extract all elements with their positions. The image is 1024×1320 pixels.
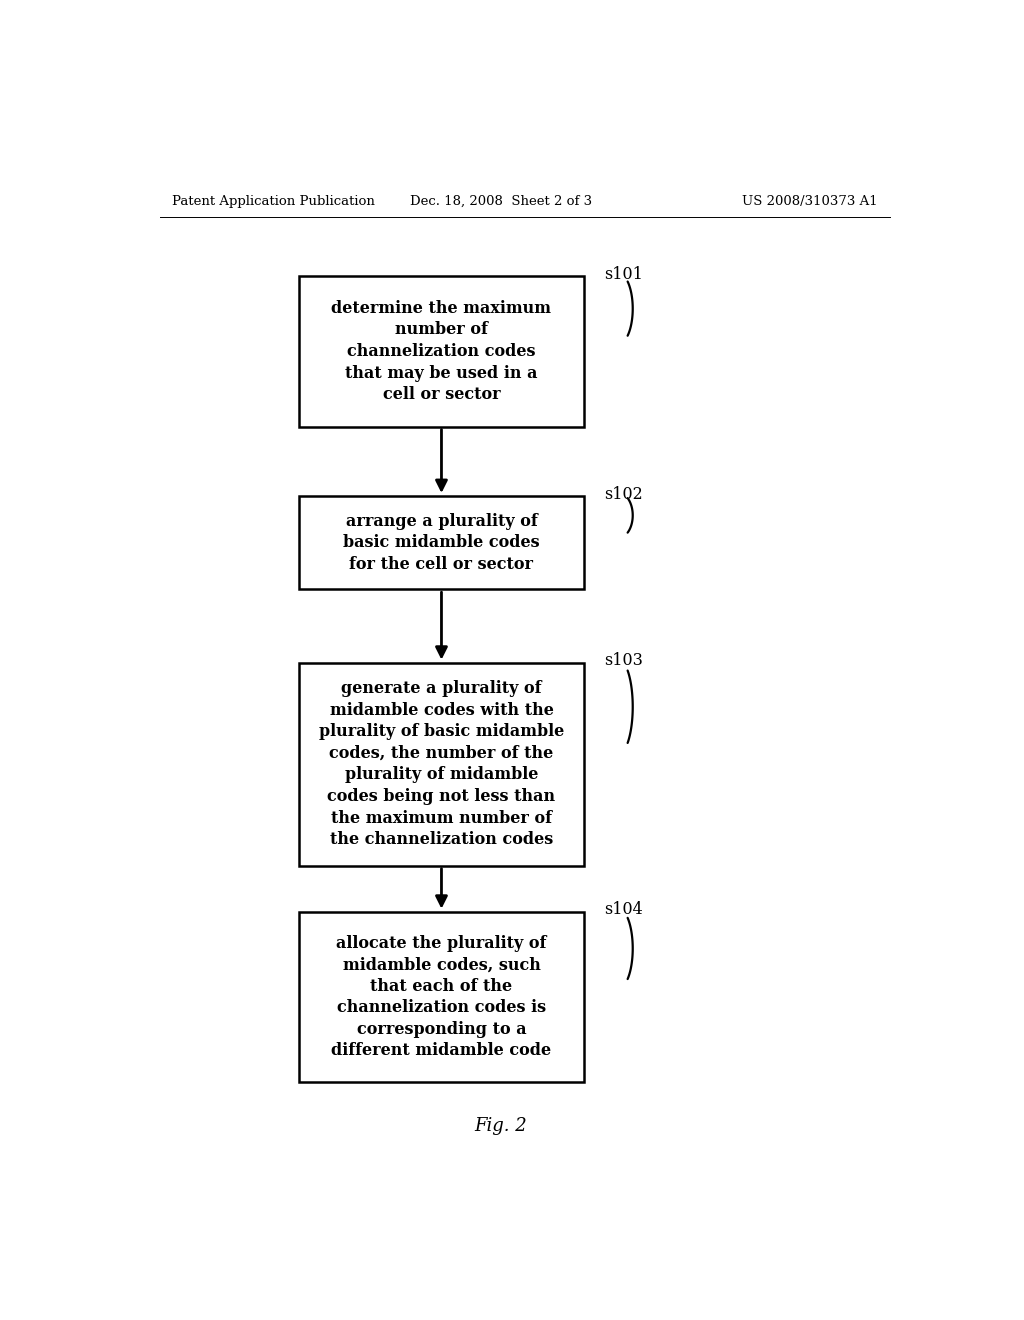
Text: Dec. 18, 2008  Sheet 2 of 3: Dec. 18, 2008 Sheet 2 of 3 — [410, 194, 592, 207]
Text: Fig. 2: Fig. 2 — [474, 1117, 527, 1135]
Text: s101: s101 — [604, 267, 643, 282]
Text: generate a plurality of
midamble codes with the
plurality of basic midamble
code: generate a plurality of midamble codes w… — [318, 680, 564, 847]
Text: allocate the plurality of
midamble codes, such
that each of the
channelization c: allocate the plurality of midamble codes… — [332, 935, 552, 1060]
Text: s102: s102 — [604, 486, 643, 503]
Text: US 2008/310373 A1: US 2008/310373 A1 — [742, 194, 878, 207]
Text: determine the maximum
number of
channelization codes
that may be used in a
cell : determine the maximum number of channeli… — [332, 300, 552, 403]
Bar — [299, 912, 585, 1082]
Text: Patent Application Publication: Patent Application Publication — [172, 194, 375, 207]
Bar — [299, 276, 585, 426]
Bar — [299, 663, 585, 866]
Text: arrange a plurality of
basic midamble codes
for the cell or sector: arrange a plurality of basic midamble co… — [343, 512, 540, 573]
Text: s103: s103 — [604, 652, 643, 669]
Text: s104: s104 — [604, 902, 643, 919]
Bar — [299, 496, 585, 589]
